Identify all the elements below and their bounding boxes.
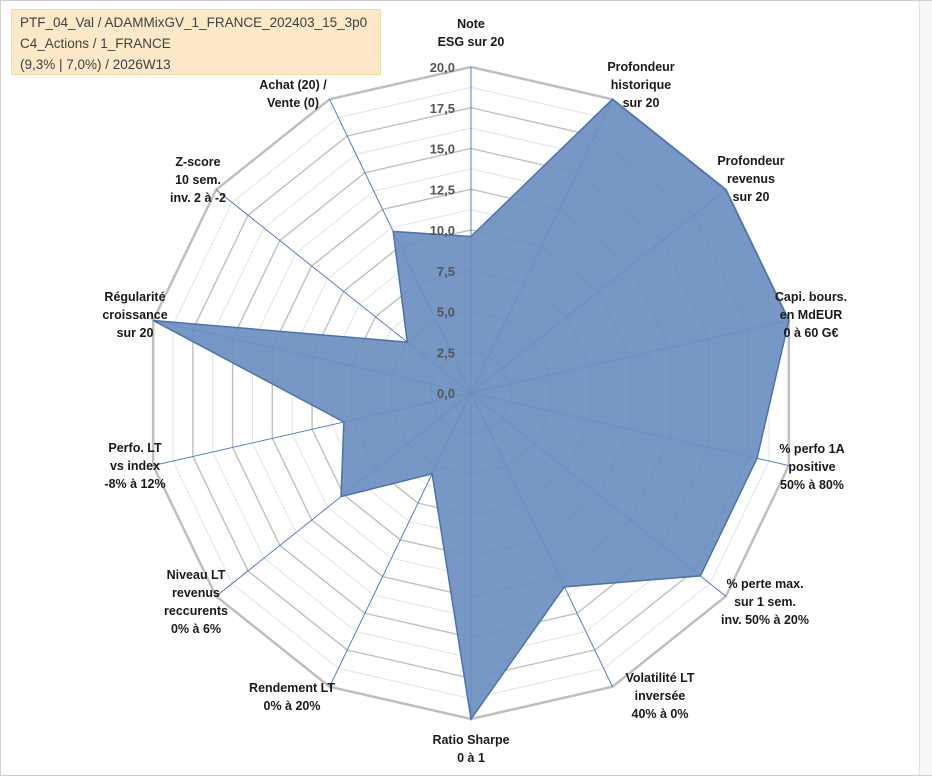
- tick-label: 12,5: [430, 182, 455, 197]
- category-label: Note ESG sur 20: [438, 17, 505, 49]
- radar-series: [152, 98, 790, 721]
- tick-label: 10,0: [430, 223, 455, 238]
- tick-label: 7,5: [437, 264, 455, 279]
- info-line-portfolio: PTF_04_Val / ADAMMixGV_1_FRANCE_202403_1…: [20, 15, 368, 30]
- tick-label: 2,5: [437, 345, 455, 360]
- info-box: PTF_04_Val / ADAMMixGV_1_FRANCE_202403_1…: [11, 9, 381, 75]
- info-line-period: (9,3% | 7,0%) / 2026W13: [20, 57, 171, 72]
- category-label: Capi. bours. en MdEUR 0 à 60 G€: [775, 290, 847, 340]
- radar-series-area: [152, 98, 790, 721]
- tick-label: 0,0: [437, 386, 455, 401]
- radar-category-labels: Note ESG sur 20 Profondeur historique sur 20…: [102, 17, 847, 765]
- radar-tick-labels: 0,0 2,5 5,0 7,5 10,0 12,5 15,0 17,5 20,0: [430, 60, 455, 401]
- tick-label: 5,0: [437, 305, 455, 320]
- category-label: Z-score 10 sem. inv. 2 à -2: [170, 155, 226, 205]
- category-label: Régularité croissance sur 20: [102, 290, 167, 340]
- tick-label: 20,0: [430, 60, 455, 75]
- category-label: Niveau LT revenus reccurents 0% à 6%: [164, 568, 228, 636]
- info-line-category: C4_Actions / 1_FRANCE: [20, 36, 171, 51]
- category-label: % perte max. sur 1 sem. inv. 50% à 20%: [721, 577, 809, 627]
- category-label: Volatilité LT inversée 40% à 0%: [626, 671, 695, 721]
- scroll-edge: [919, 1, 932, 775]
- category-label: % perfo 1A positive 50% à 80%: [779, 442, 844, 492]
- category-label: Profondeur revenus sur 20: [717, 154, 784, 204]
- tick-label: 17,5: [430, 101, 455, 116]
- category-label: Profondeur historique sur 20: [607, 60, 674, 110]
- tick-label: 15,0: [430, 142, 455, 157]
- category-label: Rendement LT 0% à 20%: [249, 681, 335, 713]
- category-label: Ratio Sharpe 0 à 1: [432, 733, 509, 765]
- category-label: Perfo. LT vs index -8% à 12%: [104, 441, 165, 491]
